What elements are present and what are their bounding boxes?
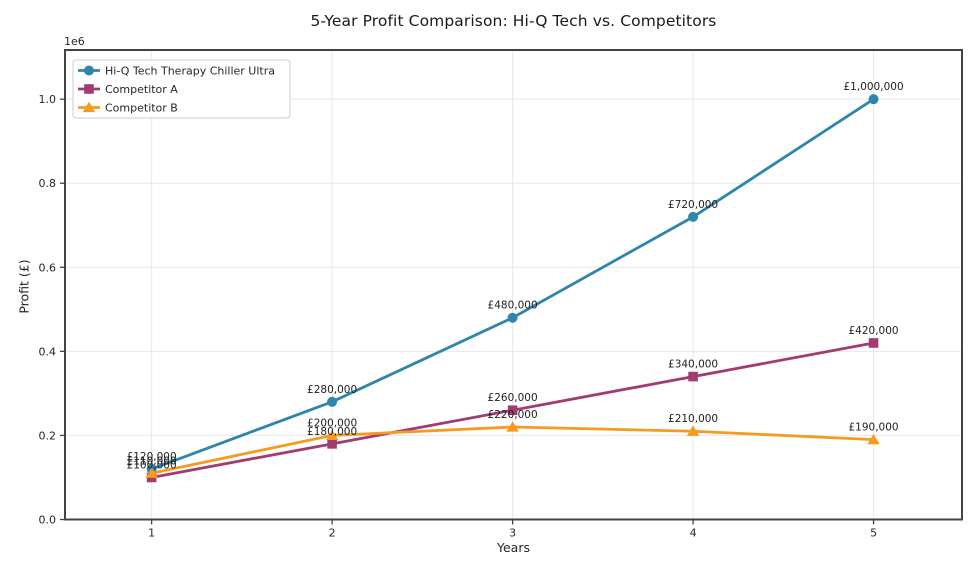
data-label: £260,000: [488, 392, 538, 404]
x-axis-label: Years: [497, 540, 530, 555]
data-label: £280,000: [307, 384, 357, 396]
data-labels: £120,000 £280,000 £480,000 £720,000 £1,000,0…: [127, 81, 904, 471]
legend: Hi-Q Tech Therapy Chiller Ultra Competito…: [72, 59, 291, 119]
data-label: £100,000: [127, 459, 177, 471]
legend-label: Competitor A: [105, 83, 178, 96]
data-label: £110,000: [127, 455, 177, 467]
legend-triangle-marker: [82, 101, 96, 113]
x-tick-label: 5: [870, 527, 877, 540]
legend-square-marker: [84, 84, 94, 94]
circle-marker: [688, 211, 699, 222]
legend-label: Hi-Q Tech Therapy Chiller Ultra: [105, 65, 275, 78]
legend-circle-marker: [84, 65, 94, 76]
y-axis-offset-text: 1e6: [64, 35, 85, 48]
data-label: £720,000: [668, 199, 718, 211]
x-tick-label: 3: [509, 527, 516, 540]
data-label: £480,000: [488, 300, 538, 312]
triangle-marker: [867, 433, 880, 445]
tick-labels: 1 2 3 4 5 0.0 0.2 0.4 0.6 0.8 1.0: [39, 93, 878, 539]
legend-item-2: Competitor A: [78, 83, 178, 96]
data-label: £180,000: [307, 426, 357, 438]
y-tick-label: 0.8: [39, 177, 57, 190]
axes-spines: [64, 49, 963, 521]
grid-lines: [65, 50, 962, 520]
triangle-marker: [325, 429, 339, 441]
data-label: £1,000,000: [844, 81, 904, 93]
triangle-marker: [506, 421, 519, 432]
triangle-marker: [145, 467, 158, 478]
series-group: [145, 94, 880, 483]
data-label: £420,000: [849, 325, 899, 337]
square-marker: [327, 439, 337, 449]
triangle-marker: [686, 425, 700, 436]
data-label: £210,000: [668, 413, 718, 425]
data-label: £200,000: [307, 417, 357, 429]
circle-marker: [507, 312, 518, 323]
legend-item-1: Hi-Q Tech Therapy Chiller Ultra: [78, 65, 275, 78]
data-label: £120,000: [127, 451, 177, 463]
y-tick-label: 0.4: [39, 345, 57, 358]
circle-marker: [868, 94, 879, 105]
x-tick-label: 4: [690, 527, 697, 540]
legend-item-3: Competitor B: [78, 102, 178, 115]
data-label: £220,000: [488, 409, 538, 421]
square-marker: [868, 338, 879, 348]
legend-label: Competitor B: [105, 102, 178, 115]
series-3: [145, 421, 880, 478]
y-tick-label: 1.0: [39, 93, 57, 106]
circle-marker: [327, 396, 338, 407]
square-marker: [507, 405, 518, 416]
y-tick-label: 0.0: [39, 514, 57, 527]
data-label: £190,000: [849, 422, 899, 434]
axis-ticks: [60, 98, 875, 525]
y-tick-label: 0.6: [39, 261, 57, 274]
legend-box: [72, 59, 291, 119]
x-tick-label: 1: [148, 527, 155, 540]
square-marker: [688, 371, 698, 382]
data-label: £340,000: [668, 359, 718, 371]
y-tick-label: 0.2: [39, 429, 57, 442]
chart-title: 5-Year Profit Comparison: Hi-Q Tech vs. …: [310, 12, 717, 30]
x-tick-label: 2: [329, 527, 336, 540]
